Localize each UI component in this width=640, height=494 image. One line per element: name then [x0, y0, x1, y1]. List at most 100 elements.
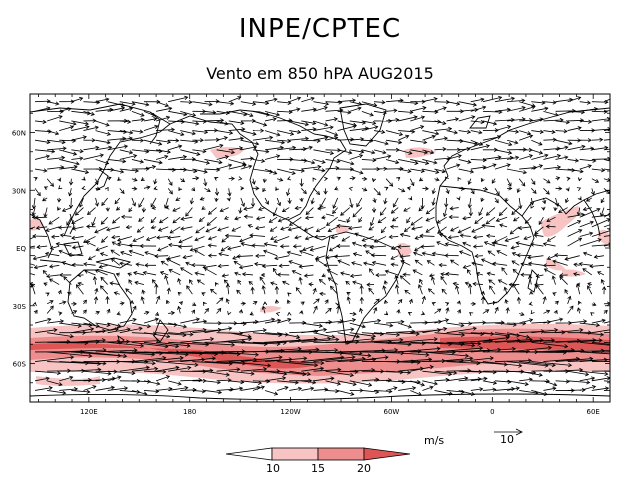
wind-arrow-head: [273, 238, 278, 244]
wind-arrow: [337, 110, 351, 114]
wind-arrow: [228, 96, 241, 103]
wind-arrow-head: [273, 97, 278, 102]
wind-arrow: [434, 107, 447, 112]
wind-arrow-head: [49, 264, 54, 269]
wind-arrow: [95, 139, 111, 144]
wind-arrow-head: [273, 170, 278, 175]
wind-arrow-head: [352, 280, 357, 285]
wind-arrow: [310, 245, 326, 251]
wind-arrow: [482, 96, 502, 103]
wind-arrow-head: [395, 117, 400, 123]
wind-arrow-head: [467, 283, 473, 288]
wind-arrow-head: [236, 289, 241, 294]
wind-arrow: [315, 255, 326, 260]
wind-arrow-head: [483, 241, 489, 246]
wind-arrow: [504, 287, 508, 295]
wind-arrow-head: [352, 252, 357, 257]
wind-arrow: [277, 386, 289, 391]
wind-arrow-head: [129, 130, 134, 135]
wind-arrow-head: [472, 102, 477, 107]
wind-arrow: [46, 274, 60, 277]
wind-arrow: [434, 332, 465, 336]
wind-arrow-head: [288, 260, 293, 265]
wind-arrow: [45, 252, 60, 257]
wind-arrow-head: [50, 182, 54, 187]
wind-arrow-head: [175, 365, 180, 370]
wind-arrow-head: [140, 296, 145, 301]
wind-arrow: [166, 258, 181, 266]
wind-arrow-head: [306, 371, 311, 377]
wind-arrow-head: [348, 186, 353, 191]
wind-arrow-head: [99, 285, 104, 290]
wind-arrow: [468, 197, 472, 208]
wind-arrow-head: [91, 222, 96, 227]
wind-arrow-head: [61, 208, 67, 213]
wind-arrow: [242, 273, 253, 276]
wind-arrow-head: [282, 280, 287, 285]
wind-arrow-head: [207, 236, 213, 241]
wind-arrow: [518, 297, 520, 304]
wind-arrow: [305, 207, 314, 215]
wind-arrow: [101, 216, 108, 225]
wind-arrow: [506, 307, 509, 314]
wind-arrow-head: [352, 311, 357, 316]
wind-arrow-head: [255, 253, 260, 259]
wind-arrow-head: [325, 255, 330, 260]
wind-arrow: [95, 178, 99, 185]
lat-label: 60N: [12, 130, 26, 138]
wind-arrow-head: [128, 150, 134, 155]
wind-arrow-head: [150, 203, 155, 208]
colorbar-label-3: 20: [357, 462, 371, 475]
wind-arrow-head: [170, 127, 176, 132]
wind-arrow-head: [206, 221, 211, 226]
wind-arrow-head: [485, 309, 490, 314]
wind-arrow: [420, 245, 435, 248]
wind-arrow-head: [194, 362, 199, 368]
wind-arrow-head: [598, 338, 603, 343]
wind-arrow-head: [348, 150, 353, 155]
wind-arrow: [555, 130, 567, 132]
wind-arrow: [131, 368, 158, 372]
wind-arrow-head: [100, 220, 105, 225]
wind-arrow-head: [606, 116, 610, 122]
wind-arrow-head: [274, 299, 280, 304]
wind-arrow-head: [600, 199, 605, 204]
wind-arrow: [317, 207, 326, 210]
wind-arrow-head: [116, 311, 121, 316]
wind-arrow: [398, 368, 424, 372]
wind-arrow-head: [324, 122, 329, 127]
wind-arrow: [239, 207, 242, 214]
wind-arrow: [499, 224, 508, 228]
wind-arrow: [313, 101, 329, 105]
wind-arrow-head: [286, 176, 292, 181]
wind-arrow: [47, 320, 64, 324]
wind-arrow-head: [86, 389, 91, 394]
wind-arrow-head: [158, 148, 163, 154]
wind-arrow-head: [139, 129, 144, 134]
wind-arrow-head: [467, 159, 472, 164]
wind-arrow: [137, 226, 145, 233]
wind-arrow-head: [287, 227, 292, 232]
wind-arrow-head: [442, 147, 447, 152]
wind-arrow-head: [565, 187, 570, 192]
wind-arrow-head: [399, 337, 404, 343]
wind-arrow-head: [565, 379, 570, 384]
wind-arrow-head: [223, 279, 228, 284]
wind-arrow-head: [377, 219, 382, 224]
wind-arrow: [185, 207, 193, 217]
wind-arrow: [236, 289, 242, 295]
wind-arrow: [46, 300, 54, 305]
wind-arrow-head: [240, 120, 245, 126]
wind-arrow: [386, 351, 429, 356]
wind-arrow-head: [262, 187, 267, 193]
wind-arrow: [555, 99, 573, 103]
wind-arrow: [482, 110, 502, 113]
wind-arrow: [518, 178, 526, 187]
wind-arrow-head: [150, 219, 155, 224]
wind-arrow: [409, 178, 415, 186]
wind-arrow-head: [255, 186, 260, 191]
wind-arrow: [180, 318, 200, 324]
wind-arrow: [168, 96, 188, 103]
wind-arrow-head: [351, 261, 356, 266]
